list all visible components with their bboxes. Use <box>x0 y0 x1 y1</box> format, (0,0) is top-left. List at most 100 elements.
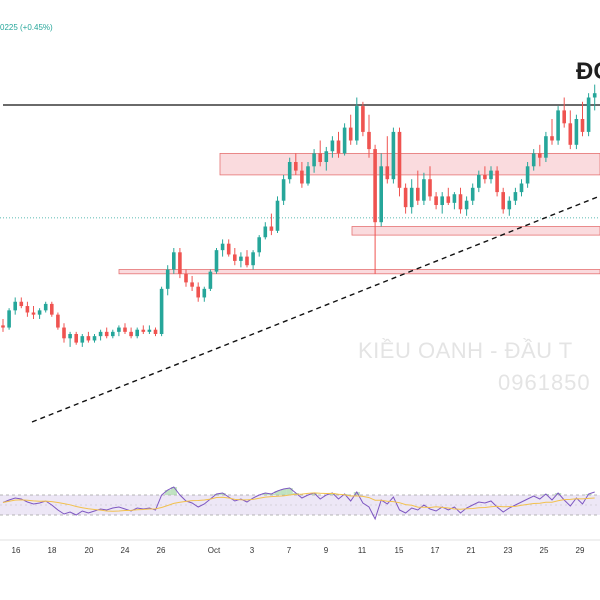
candle-body <box>586 97 591 132</box>
candle-body <box>580 119 585 132</box>
x-tick-label: 11 <box>358 546 367 555</box>
x-tick-label: 21 <box>467 546 476 555</box>
rsi-overbought-fill <box>329 493 336 495</box>
supply-zone <box>219 152 600 176</box>
candle-body <box>550 136 554 141</box>
candle-body <box>489 170 493 180</box>
candle-body <box>519 183 524 193</box>
x-tick-label: 24 <box>121 546 130 555</box>
rsi-panel <box>0 486 600 521</box>
candle-body <box>74 334 78 343</box>
rsi-overbought-fill <box>311 493 318 495</box>
candle-body <box>7 310 11 328</box>
x-tick-label: 26 <box>157 546 166 555</box>
candle-body <box>336 140 341 154</box>
candle-body <box>416 187 420 201</box>
rsi-overbought-fill <box>219 493 226 495</box>
x-tick-label: 9 <box>324 546 329 555</box>
supply-zone <box>118 269 600 275</box>
candle-body <box>196 286 200 298</box>
candle-body <box>324 151 329 162</box>
candle-body <box>239 256 243 261</box>
candle-body <box>178 252 182 274</box>
candle-body <box>574 119 579 145</box>
candle-body <box>452 194 457 203</box>
candle-body <box>470 187 475 201</box>
candle-body <box>190 282 194 287</box>
candle-body <box>104 331 109 337</box>
candle-body <box>300 170 304 184</box>
candle-body <box>409 187 414 208</box>
candle-body <box>367 131 371 150</box>
rsi-overbought-fill <box>262 493 269 495</box>
candle-body <box>68 334 72 339</box>
candle-body <box>245 256 249 266</box>
candle-body <box>98 331 103 337</box>
candle-body <box>397 131 402 188</box>
x-tick-label: 3 <box>250 546 255 555</box>
candle-body <box>483 174 487 180</box>
candle-body <box>111 331 115 337</box>
candlesticks <box>1 84 597 347</box>
candle-body <box>422 179 426 201</box>
candle-body <box>184 273 188 283</box>
x-tick-label: 20 <box>85 546 94 555</box>
candle-body <box>208 271 213 289</box>
candle-body <box>92 336 97 341</box>
candle-body <box>123 327 127 332</box>
candle-body <box>31 312 36 315</box>
candle-body <box>592 93 597 98</box>
candle-body <box>495 170 499 193</box>
rsi-overbought-fill <box>353 492 360 495</box>
candle-body <box>141 329 146 332</box>
candle-body <box>446 196 451 203</box>
candle-body <box>135 329 139 337</box>
candle-body <box>25 306 30 313</box>
x-tick-label: 25 <box>540 546 549 555</box>
candle-body <box>538 153 542 158</box>
candle-body <box>80 336 85 343</box>
candle-body <box>19 301 24 307</box>
x-tick-label: 23 <box>504 546 513 555</box>
x-tick-label: 17 <box>431 546 440 555</box>
candle-body <box>312 153 316 167</box>
supply-zone <box>351 226 600 236</box>
rsi-overbought-fill <box>164 490 171 495</box>
x-tick-label: 16 <box>12 546 21 555</box>
candle-body <box>330 140 335 152</box>
candle-body <box>464 200 469 210</box>
candle-body <box>153 329 158 334</box>
candle-body <box>318 153 322 162</box>
rsi-overbought-fill <box>280 489 287 495</box>
candle-body <box>263 226 268 238</box>
uptrend-line <box>31 195 600 423</box>
candle-body <box>117 327 121 332</box>
candle-body <box>43 303 48 311</box>
candle-body <box>306 166 310 184</box>
candle-body <box>226 243 231 255</box>
x-tick-label: 15 <box>395 546 404 555</box>
candle-body <box>62 327 66 339</box>
rsi-overbought-fill <box>555 493 562 495</box>
candle-body <box>202 288 207 298</box>
x-tick-label: 29 <box>576 546 585 555</box>
candle-body <box>373 149 377 223</box>
x-tick-label: 7 <box>287 546 292 555</box>
price-levels <box>0 104 600 219</box>
candle-body <box>513 192 518 201</box>
rsi-overbought-fill <box>286 488 293 495</box>
candle-body <box>361 106 365 132</box>
candle-body <box>56 314 60 328</box>
x-axis: 16 18 20 24 26 Oct 3 7 9 11 15 17 21 23 25 29 <box>0 539 600 555</box>
candle-body <box>434 196 438 205</box>
candle-body <box>531 153 536 167</box>
candle-body <box>458 194 463 210</box>
candle-body <box>501 192 505 210</box>
watermark-line-1: KIỀU OANH - ĐẦU T <box>358 338 573 363</box>
candle-body <box>379 166 383 223</box>
candle-body <box>159 288 164 334</box>
candle-body <box>165 269 170 289</box>
candle-body <box>348 127 353 141</box>
candle-body <box>562 110 566 124</box>
